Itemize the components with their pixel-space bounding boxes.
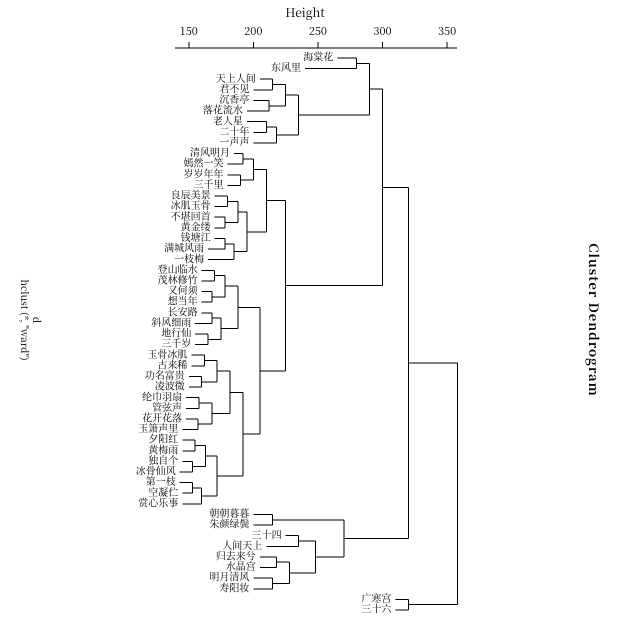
left-caption-hclust: hclust (*, "ward"): [18, 279, 33, 360]
svg-text:寿阳妆: 寿阳妆: [219, 579, 249, 594]
svg-text:朱颜绿鬓: 朱颜绿鬓: [209, 516, 250, 531]
chart-title-vertical: Cluster Dendrogram: [585, 243, 604, 397]
svg-text:300: 300: [373, 23, 391, 39]
svg-text:150: 150: [180, 23, 198, 39]
svg-text:250: 250: [309, 23, 327, 39]
dendrogram-svg: 150200250300350Height海棠花东风里天上人间君不见沉香亭落花流…: [0, 0, 640, 640]
svg-text:200: 200: [244, 23, 262, 39]
svg-text:赏心乐事: 赏心乐事: [138, 494, 178, 509]
svg-text:东风里: 东风里: [271, 59, 301, 74]
svg-text:三十六: 三十六: [361, 601, 392, 616]
svg-text:海棠花: 海棠花: [303, 49, 333, 64]
axis-title: Height: [285, 4, 325, 21]
svg-text:350: 350: [438, 23, 456, 39]
